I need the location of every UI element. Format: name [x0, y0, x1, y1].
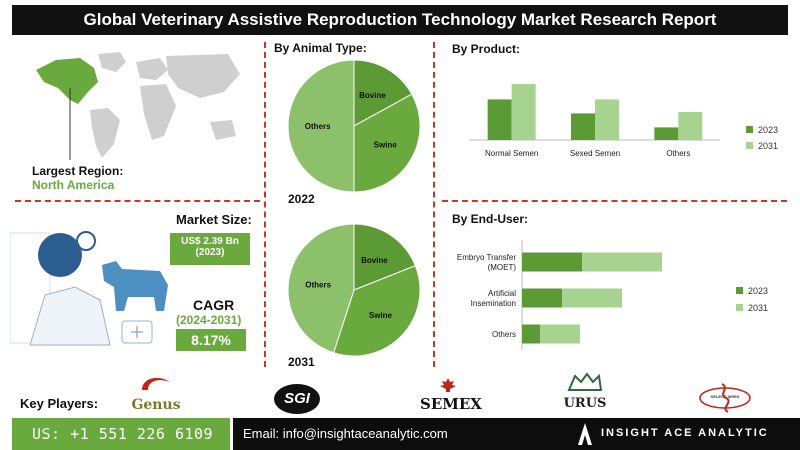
- bar-2023: [487, 99, 512, 140]
- legend-label: 2023: [748, 286, 768, 296]
- cow-icon: [102, 261, 168, 311]
- vet-head-icon: [38, 233, 82, 277]
- bar-2023: [522, 252, 582, 272]
- genus-logo-text: Genus: [131, 397, 181, 413]
- pie-2022-year: 2022: [288, 192, 315, 206]
- legend-swatch: [746, 142, 753, 149]
- legend-swatch: [746, 126, 753, 133]
- phone-contact[interactable]: US: +1 551 226 6109: [12, 418, 230, 450]
- market-size-year: (2023): [195, 247, 225, 258]
- cagr-label: CAGR: [193, 297, 235, 313]
- legend-label: 2023: [758, 125, 778, 135]
- pie-slice-others: [287, 59, 355, 193]
- bar-2031: [582, 252, 662, 272]
- sgi-logo-text: SGI: [284, 390, 310, 407]
- map-asia: [166, 54, 240, 98]
- market-size-value: US$ 2.39 Bn: [181, 236, 239, 247]
- maple-leaf-icon: [440, 378, 456, 392]
- product-bar-chart: Normal Semen Sexed Semen Others 2023 2031: [470, 84, 778, 158]
- category-label: Sexed Semen: [570, 149, 620, 158]
- genus-logo: Genus: [128, 374, 184, 413]
- category-label: Others: [492, 330, 516, 339]
- category-label: Normal Semen: [485, 149, 538, 158]
- pie-slice-others: [287, 223, 355, 354]
- select-sires-emblem-icon: [699, 383, 751, 413]
- map-greenland: [98, 52, 126, 72]
- pie-label-others: Others: [305, 280, 331, 289]
- key-players-label: Key Players:: [20, 396, 99, 411]
- animal-type-title: By Animal Type:: [274, 41, 367, 55]
- bar-2031: [562, 288, 622, 308]
- pie-slice-bovine: [353, 59, 413, 127]
- genus-swoosh-icon: [142, 377, 170, 390]
- bar-2031: [678, 112, 703, 140]
- map-africa: [140, 84, 176, 140]
- category-label: Artificial Insemination: [471, 289, 517, 308]
- pie-slice-swine: [353, 93, 421, 193]
- vet-illustration: [10, 231, 168, 346]
- divider-vertical-right: [433, 42, 435, 367]
- insight-ace-logo-icon: [578, 423, 592, 445]
- brand-name: INSIGHT ACE ANALYTIC: [601, 427, 769, 439]
- urus-logo-text: URUS: [563, 396, 607, 411]
- largest-region-label: Largest Region:: [32, 164, 124, 178]
- select-sires-logo-text: SELECT SIRES: [710, 394, 740, 399]
- category-label: Embryo Transfer (MOET): [457, 253, 516, 272]
- bar-2031: [540, 324, 580, 344]
- category-label: Others: [666, 149, 690, 158]
- pie-label-bovine: Bovine: [361, 256, 388, 265]
- pie-2031-year: 2031: [288, 355, 315, 369]
- sgi-emblem-icon: [274, 384, 320, 414]
- cagr-period: (2024-2031): [176, 313, 242, 327]
- divider-horizontal-right: [442, 200, 787, 202]
- market-size-label: Market Size:: [176, 212, 252, 227]
- legend-swatch: [736, 287, 743, 294]
- map-europe: [136, 58, 168, 80]
- pie-slice-swine: [332, 265, 421, 357]
- legend-swatch: [736, 304, 743, 311]
- cagr-value: 8.17%: [176, 329, 246, 351]
- pie-label-swine: Swine: [369, 311, 393, 320]
- map-australia: [210, 120, 236, 140]
- report-title: Global Veterinary Assistive Reproduction…: [12, 5, 788, 35]
- bar-2031: [511, 84, 536, 140]
- legend-label: 2031: [758, 141, 778, 151]
- email-contact[interactable]: Email: info@insightaceanalytic.com: [243, 426, 448, 441]
- semex-logo-text: SEMEX: [420, 395, 482, 413]
- map-south-america: [90, 108, 120, 158]
- map-north-america: [36, 58, 98, 104]
- end-user-title: By End-User:: [452, 212, 529, 226]
- urus-logo: URUS: [560, 370, 610, 411]
- first-aid-kit-icon: [121, 320, 153, 344]
- pie-label-swine: Swine: [374, 140, 398, 149]
- footer-bar: Email: info@insightaceanalytic.com INSIG…: [233, 418, 800, 450]
- legend-label: 2031: [748, 303, 768, 313]
- pie-chart-2022: Bovine Swine Others: [287, 59, 421, 193]
- product-title: By Product:: [452, 42, 521, 56]
- pie-chart-2031: Bovine Swine Others: [287, 223, 421, 357]
- divider-vertical-left: [264, 42, 266, 367]
- pie-label-bovine: Bovine: [359, 91, 386, 100]
- bar-2023: [522, 324, 540, 344]
- world-map: [36, 52, 240, 160]
- sgi-logo: SGI: [272, 382, 322, 416]
- market-size-box: US$ 2.39 Bn (2023): [170, 233, 250, 265]
- semex-logo: SEMEX: [420, 378, 482, 413]
- end-user-bar-chart: Embryo Transfer (MOET) Artificial Inseminat…: [457, 240, 768, 350]
- largest-region-value: North America: [32, 178, 115, 192]
- bar-2031: [595, 99, 619, 140]
- bar-2023: [571, 113, 595, 140]
- pie-slice-bovine: [353, 223, 417, 291]
- select-sires-logo: SELECT SIRES: [698, 380, 752, 416]
- urus-animal-icon: [567, 372, 603, 391]
- bar-2023: [522, 288, 562, 308]
- pie-label-others: Others: [305, 122, 331, 131]
- bar-2023: [654, 127, 679, 140]
- divider-horizontal-left: [15, 200, 260, 202]
